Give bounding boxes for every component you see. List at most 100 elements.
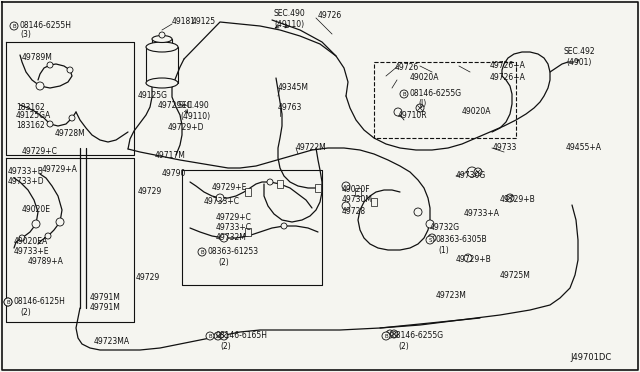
Circle shape xyxy=(414,208,422,216)
Text: 49020A: 49020A xyxy=(462,108,492,116)
Text: 49791M: 49791M xyxy=(90,302,121,311)
Text: (49110): (49110) xyxy=(274,19,304,29)
Text: 49020A: 49020A xyxy=(410,74,440,83)
Circle shape xyxy=(19,235,25,241)
Circle shape xyxy=(394,108,402,116)
Text: J49701DC: J49701DC xyxy=(570,353,611,362)
Text: 08146-6125H: 08146-6125H xyxy=(13,298,65,307)
Circle shape xyxy=(32,220,40,228)
Text: 49729+D: 49729+D xyxy=(168,124,205,132)
Text: 49710R: 49710R xyxy=(398,112,428,121)
Text: 08146-6255G: 08146-6255G xyxy=(409,90,461,99)
Text: 08146-6255G: 08146-6255G xyxy=(391,331,443,340)
Text: 49729+E: 49729+E xyxy=(212,183,248,192)
Text: SEC.492: SEC.492 xyxy=(564,48,596,57)
Text: 49733+A: 49733+A xyxy=(464,209,500,218)
Text: 08363-61253: 08363-61253 xyxy=(207,247,258,257)
Bar xyxy=(371,198,377,206)
Circle shape xyxy=(206,332,214,340)
Circle shape xyxy=(342,182,350,190)
Bar xyxy=(355,188,361,196)
Text: 49125G: 49125G xyxy=(138,90,168,99)
Circle shape xyxy=(426,236,434,244)
Text: 49723M: 49723M xyxy=(436,292,467,301)
Text: B: B xyxy=(402,92,406,96)
Circle shape xyxy=(342,202,350,210)
Bar xyxy=(315,184,321,192)
Circle shape xyxy=(198,248,206,256)
Text: B: B xyxy=(200,250,204,254)
Circle shape xyxy=(426,220,434,228)
Circle shape xyxy=(474,168,482,176)
Circle shape xyxy=(428,234,436,242)
Text: 49717M: 49717M xyxy=(155,151,186,160)
Text: 49020EA: 49020EA xyxy=(14,237,48,247)
Text: 49729+II: 49729+II xyxy=(158,102,193,110)
Text: 49125GA: 49125GA xyxy=(16,112,51,121)
Text: B: B xyxy=(384,334,388,339)
Circle shape xyxy=(56,218,64,226)
Circle shape xyxy=(464,254,472,262)
Text: 49728M: 49728M xyxy=(55,128,86,138)
Text: 49726: 49726 xyxy=(318,12,342,20)
Text: (4901): (4901) xyxy=(566,58,591,67)
Text: B: B xyxy=(12,23,16,29)
Text: (2): (2) xyxy=(220,341,231,350)
Circle shape xyxy=(4,298,12,306)
Text: 49733+D: 49733+D xyxy=(8,177,45,186)
Text: 49345M: 49345M xyxy=(278,83,309,93)
Circle shape xyxy=(220,234,228,242)
Text: 08363-6305B: 08363-6305B xyxy=(435,235,486,244)
Text: (3): (3) xyxy=(20,29,31,38)
Ellipse shape xyxy=(152,35,172,42)
Text: 49789M: 49789M xyxy=(22,52,53,61)
Text: 08146-6255H: 08146-6255H xyxy=(19,22,71,31)
Text: 49729+B: 49729+B xyxy=(456,256,492,264)
Circle shape xyxy=(67,67,73,73)
Circle shape xyxy=(69,115,75,121)
Text: S: S xyxy=(428,237,432,243)
Circle shape xyxy=(45,233,51,239)
Circle shape xyxy=(10,22,18,30)
Text: 183162: 183162 xyxy=(16,103,45,112)
Circle shape xyxy=(47,62,53,68)
Text: (2): (2) xyxy=(398,343,409,352)
Text: 49763: 49763 xyxy=(278,103,302,112)
Text: 49789+A: 49789+A xyxy=(28,257,64,266)
Circle shape xyxy=(4,298,12,306)
Text: (1): (1) xyxy=(438,246,449,254)
Circle shape xyxy=(390,330,398,338)
Text: 49725M: 49725M xyxy=(500,272,531,280)
Text: 49455+A: 49455+A xyxy=(566,144,602,153)
Circle shape xyxy=(47,121,53,127)
Text: 49729: 49729 xyxy=(136,273,160,282)
Text: 49732M: 49732M xyxy=(216,234,247,243)
Text: 49181: 49181 xyxy=(172,17,196,26)
Text: (J): (J) xyxy=(418,99,426,109)
Circle shape xyxy=(159,32,165,38)
Text: 49729: 49729 xyxy=(138,187,163,196)
Text: 49732G: 49732G xyxy=(430,224,460,232)
Circle shape xyxy=(400,90,408,98)
Text: 183162: 183162 xyxy=(16,121,45,129)
Circle shape xyxy=(506,194,514,202)
Text: (49110): (49110) xyxy=(180,112,210,121)
Ellipse shape xyxy=(146,78,178,88)
Circle shape xyxy=(216,194,224,202)
Circle shape xyxy=(36,82,44,90)
Text: 49791M: 49791M xyxy=(90,292,121,301)
Text: B: B xyxy=(6,299,10,305)
Circle shape xyxy=(467,167,477,177)
Text: 49728: 49728 xyxy=(342,208,366,217)
Bar xyxy=(245,228,251,236)
Text: 49729+B: 49729+B xyxy=(500,196,536,205)
Text: 49729+A: 49729+A xyxy=(42,166,78,174)
Text: 49733+E: 49733+E xyxy=(14,247,49,257)
Circle shape xyxy=(267,179,273,185)
Text: (2): (2) xyxy=(218,257,228,266)
Text: 49726+A: 49726+A xyxy=(490,61,526,71)
Circle shape xyxy=(382,332,390,340)
Text: 49723MA: 49723MA xyxy=(94,337,130,346)
Text: 49729+C: 49729+C xyxy=(22,148,58,157)
Text: 49730G: 49730G xyxy=(456,171,486,180)
